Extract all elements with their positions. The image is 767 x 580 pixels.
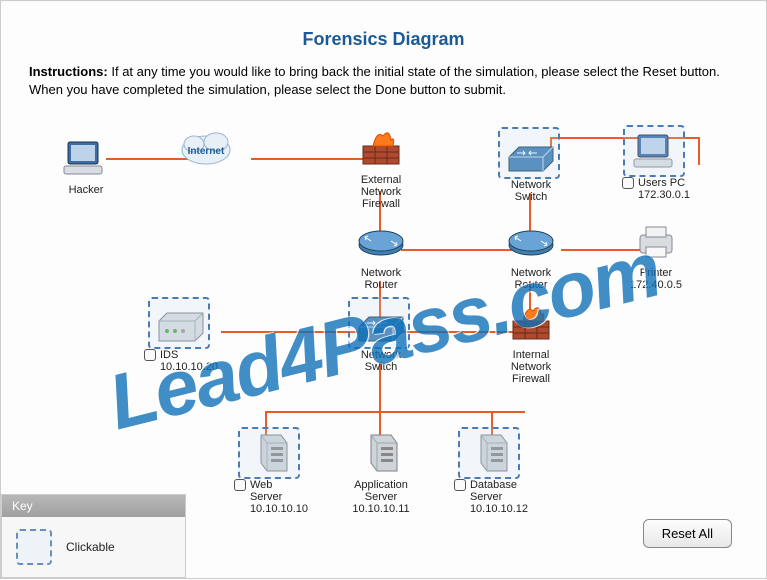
node-web[interactable]: WebServer10.10.10.10 [226, 431, 316, 515]
checkbox-ids[interactable] [144, 349, 156, 361]
node-printer: Printer172.40.0.5 [611, 219, 701, 291]
checkbox-web[interactable] [234, 479, 246, 491]
cloud-icon: Internet [178, 126, 234, 170]
label-app: ApplicationServer10.10.10.11 [336, 479, 426, 515]
label-ext_fw: ExternalNetworkFirewall [336, 174, 426, 210]
node-hacker: Hacker [41, 136, 131, 196]
switch-icon [353, 301, 409, 345]
label-int_fw: InternalNetworkFirewall [486, 349, 576, 385]
label-net_switch_r: NetworkSwitch [486, 179, 576, 203]
node-app: ApplicationServer10.10.10.11 [336, 431, 426, 515]
label-web: WebServer10.10.10.10 [250, 479, 308, 515]
label-net_switch_c: NetworkSwitch [336, 349, 426, 373]
label-users_pc: Users PC172.30.0.1 [638, 177, 690, 201]
server-icon [463, 431, 519, 475]
server-icon [243, 431, 299, 475]
router-icon [353, 219, 409, 263]
checkbox-db[interactable] [454, 479, 466, 491]
node-int_fw: InternalNetworkFirewall [486, 301, 576, 385]
node-ext_fw: ExternalNetworkFirewall [336, 126, 426, 210]
checkbox-users_pc[interactable] [622, 177, 634, 189]
pc-icon [58, 136, 114, 180]
key-panel: Key Clickable [1, 494, 186, 578]
label-router_r: NetworkRouter [486, 267, 576, 291]
connection-segment [265, 411, 525, 413]
ids-icon [153, 301, 209, 345]
node-router_r: NetworkRouter [486, 219, 576, 291]
firewall-icon [503, 301, 559, 345]
pc-icon [628, 129, 684, 173]
node-net_switch_c: NetworkSwitch [336, 301, 426, 373]
router-icon [503, 219, 559, 263]
node-users_pc[interactable]: Users PC172.30.0.1 [611, 129, 701, 201]
node-ids[interactable]: IDS10.10.10.20 [136, 301, 226, 373]
label-router_l: NetworkRouter [336, 267, 426, 291]
reset-all-button[interactable]: Reset All [643, 519, 732, 548]
printer-icon [628, 219, 684, 263]
node-internet: InternetInternet [161, 126, 251, 174]
clickable-swatch [16, 529, 52, 565]
label-db: DatabaseServer10.10.10.12 [470, 479, 528, 515]
label-hacker: Hacker [41, 184, 131, 196]
svg-text:Internet: Internet [188, 146, 225, 157]
node-net_switch_r: NetworkSwitch [486, 131, 576, 203]
server-icon [353, 431, 409, 475]
firewall-icon [353, 126, 409, 170]
label-ids: IDS10.10.10.20 [160, 349, 218, 373]
key-header: Key [2, 495, 185, 517]
key-body: Clickable [2, 517, 185, 577]
key-legend-text: Clickable [66, 540, 115, 554]
switch-icon [503, 131, 559, 175]
label-printer: Printer172.40.0.5 [611, 267, 701, 291]
node-router_l: NetworkRouter [336, 219, 426, 291]
node-db[interactable]: DatabaseServer10.10.10.12 [446, 431, 536, 515]
